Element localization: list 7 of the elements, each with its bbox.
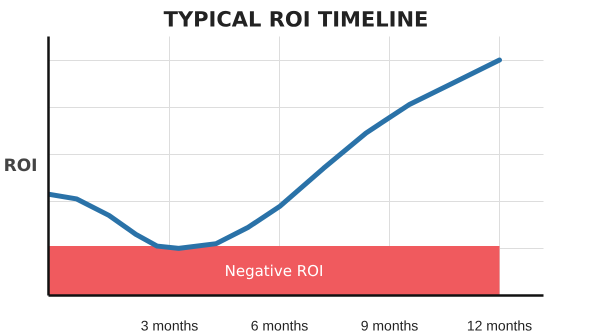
x-tick-label: 6 months (250, 318, 308, 334)
chart-title: TYPICAL ROI TIMELINE (164, 8, 428, 32)
x-tick-label: 9 months (360, 318, 418, 334)
x-tick-label: 3 months (140, 318, 198, 334)
y-axis-title: ROI (4, 156, 38, 176)
band-label: Negative ROI (224, 262, 324, 280)
x-tick-label: 12 months (466, 318, 532, 334)
